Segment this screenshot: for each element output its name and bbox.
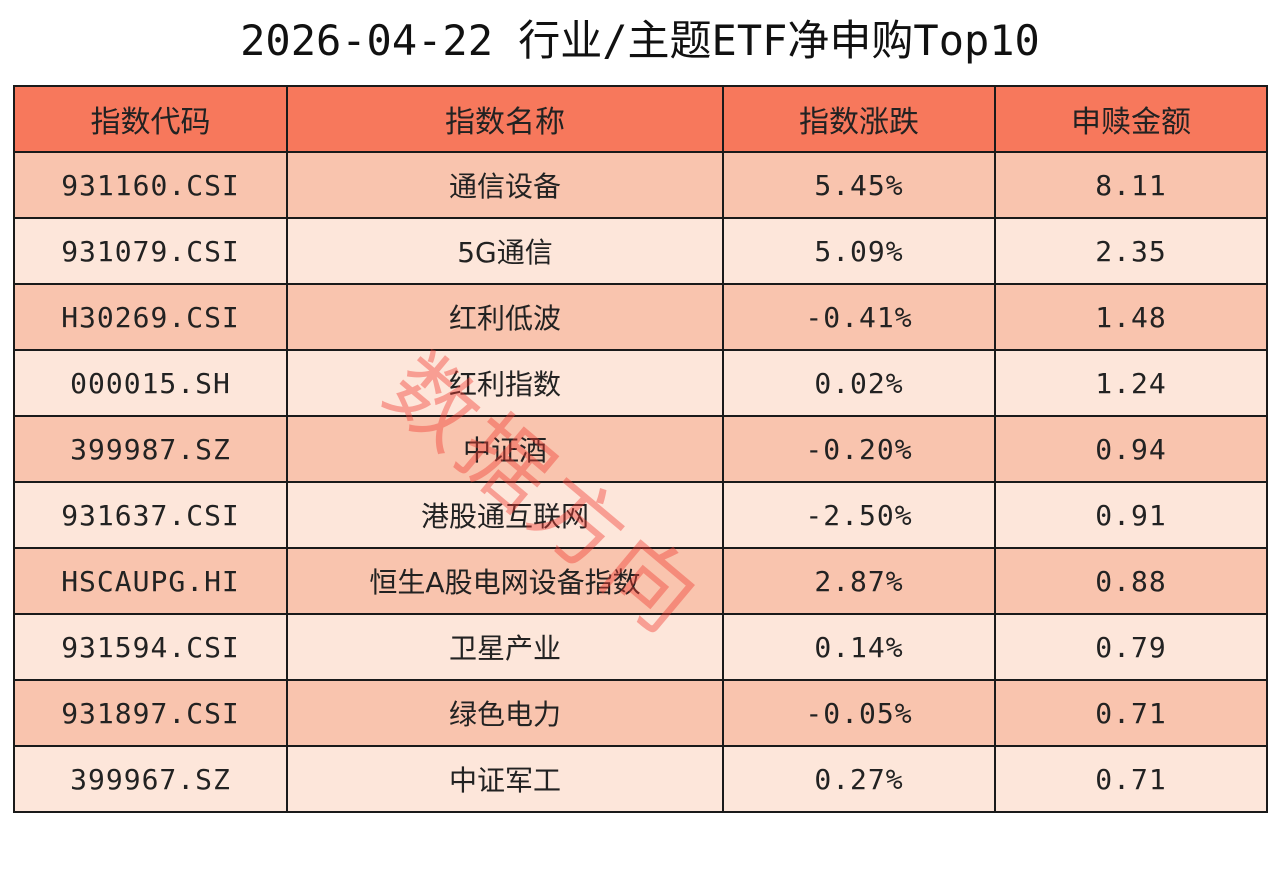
- cell-code: 931637.CSI: [13, 481, 288, 549]
- cell-amount: 2.35: [994, 217, 1268, 285]
- table-row: 931079.CSI 5G通信 5.09% 2.35: [13, 217, 1268, 285]
- table-row: 931897.CSI 绿色电力 -0.05% 0.71: [13, 679, 1268, 747]
- cell-name: 5G通信: [286, 217, 724, 285]
- cell-change: 0.14%: [722, 613, 996, 681]
- column-header-name: 指数名称: [286, 85, 724, 153]
- cell-change: 0.02%: [722, 349, 996, 417]
- cell-code: 931079.CSI: [13, 217, 288, 285]
- etf-table: 指数代码 指数名称 指数涨跌 申赎金额 931160.CSI 通信设备 5.45% 8…: [13, 85, 1268, 813]
- cell-change: 2.87%: [722, 547, 996, 615]
- table-row: 931637.CSI 港股通互联网 -2.50% 0.91: [13, 481, 1268, 549]
- cell-name: 中证酒: [286, 415, 724, 483]
- cell-name: 红利指数: [286, 349, 724, 417]
- cell-change: 5.45%: [722, 151, 996, 219]
- cell-code: H30269.CSI: [13, 283, 288, 351]
- table-body: 931160.CSI 通信设备 5.45% 8.11 931079.CSI 5G通信 5.0…: [13, 151, 1268, 813]
- cell-change: 5.09%: [722, 217, 996, 285]
- cell-code: 399987.SZ: [13, 415, 288, 483]
- cell-code: HSCAUPG.HI: [13, 547, 288, 615]
- cell-amount: 0.88: [994, 547, 1268, 615]
- table-row: H30269.CSI 红利低波 -0.41% 1.48: [13, 283, 1268, 351]
- cell-amount: 0.91: [994, 481, 1268, 549]
- column-header-amount: 申赎金额: [994, 85, 1268, 153]
- table-row: 931594.CSI 卫星产业 0.14% 0.79: [13, 613, 1268, 681]
- cell-change: 0.27%: [722, 745, 996, 813]
- cell-amount: 1.24: [994, 349, 1268, 417]
- cell-name: 卫星产业: [286, 613, 724, 681]
- column-header-code: 指数代码: [13, 85, 288, 153]
- cell-name: 绿色电力: [286, 679, 724, 747]
- column-header-change: 指数涨跌: [722, 85, 996, 153]
- cell-name: 恒生A股电网设备指数: [286, 547, 724, 615]
- header-row: 指数代码 指数名称 指数涨跌 申赎金额: [13, 85, 1268, 153]
- cell-amount: 1.48: [994, 283, 1268, 351]
- cell-change: -0.20%: [722, 415, 996, 483]
- table-row: 000015.SH 红利指数 0.02% 1.24: [13, 349, 1268, 417]
- cell-name: 港股通互联网: [286, 481, 724, 549]
- cell-name: 中证军工: [286, 745, 724, 813]
- cell-code: 000015.SH: [13, 349, 288, 417]
- cell-amount: 0.71: [994, 745, 1268, 813]
- cell-change: -0.41%: [722, 283, 996, 351]
- chart-title: 2026-04-22 行业/主题ETF净申购Top10: [240, 16, 1040, 65]
- cell-change: -0.05%: [722, 679, 996, 747]
- cell-amount: 0.71: [994, 679, 1268, 747]
- cell-code: 931160.CSI: [13, 151, 288, 219]
- cell-amount: 0.79: [994, 613, 1268, 681]
- cell-amount: 8.11: [994, 151, 1268, 219]
- table-row: 931160.CSI 通信设备 5.45% 8.11: [13, 151, 1268, 219]
- cell-code: 399967.SZ: [13, 745, 288, 813]
- cell-change: -2.50%: [722, 481, 996, 549]
- table-row: 399987.SZ 中证酒 -0.20% 0.94: [13, 415, 1268, 483]
- cell-amount: 0.94: [994, 415, 1268, 483]
- table-row: 399967.SZ 中证军工 0.27% 0.71: [13, 745, 1268, 813]
- cell-name: 通信设备: [286, 151, 724, 219]
- table-row: HSCAUPG.HI 恒生A股电网设备指数 2.87% 0.88: [13, 547, 1268, 615]
- cell-code: 931594.CSI: [13, 613, 288, 681]
- cell-name: 红利低波: [286, 283, 724, 351]
- cell-code: 931897.CSI: [13, 679, 288, 747]
